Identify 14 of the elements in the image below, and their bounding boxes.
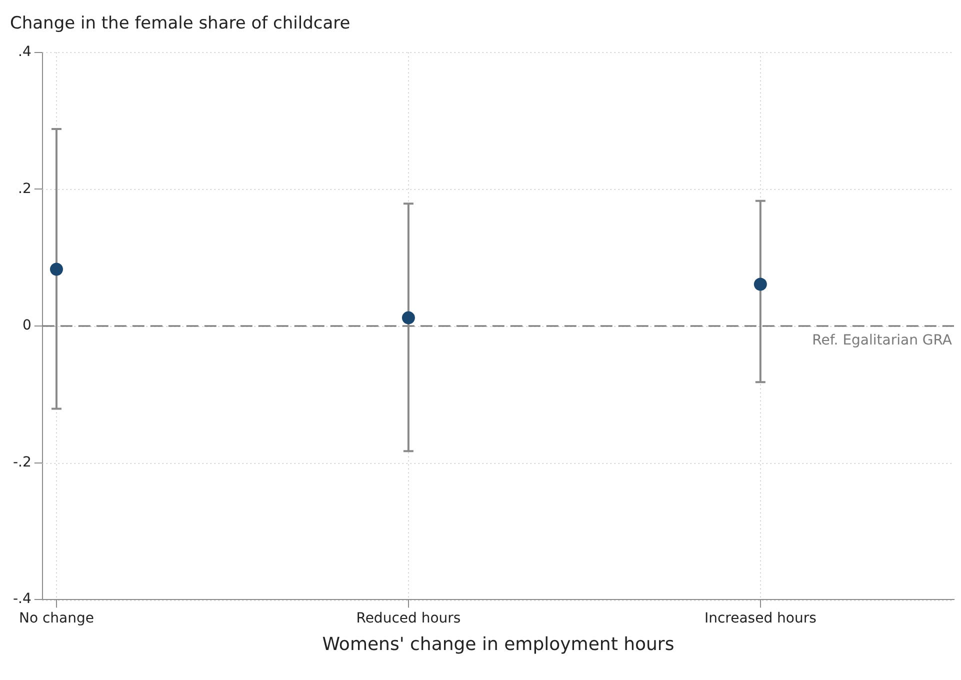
y-tick-label: .4 <box>18 44 32 60</box>
y-tick-label: -.2 <box>12 454 32 470</box>
x-axis-title: Womens' change in employment hours <box>322 634 674 655</box>
ref-line-label: Ref. Egalitarian GRA <box>812 332 952 349</box>
y-tick-label: 0 <box>22 318 32 334</box>
point <box>50 262 63 276</box>
y-tick-label: .2 <box>18 180 32 197</box>
x-tick-label: No change <box>18 610 94 627</box>
point <box>754 278 767 291</box>
chart-title: Change in the female share of childcare <box>10 14 350 34</box>
x-tick-label: Reduced hours <box>356 610 461 627</box>
point <box>402 311 415 324</box>
x-tick-label: Increased hours <box>704 610 816 627</box>
y-tick-label: -.4 <box>12 591 32 608</box>
